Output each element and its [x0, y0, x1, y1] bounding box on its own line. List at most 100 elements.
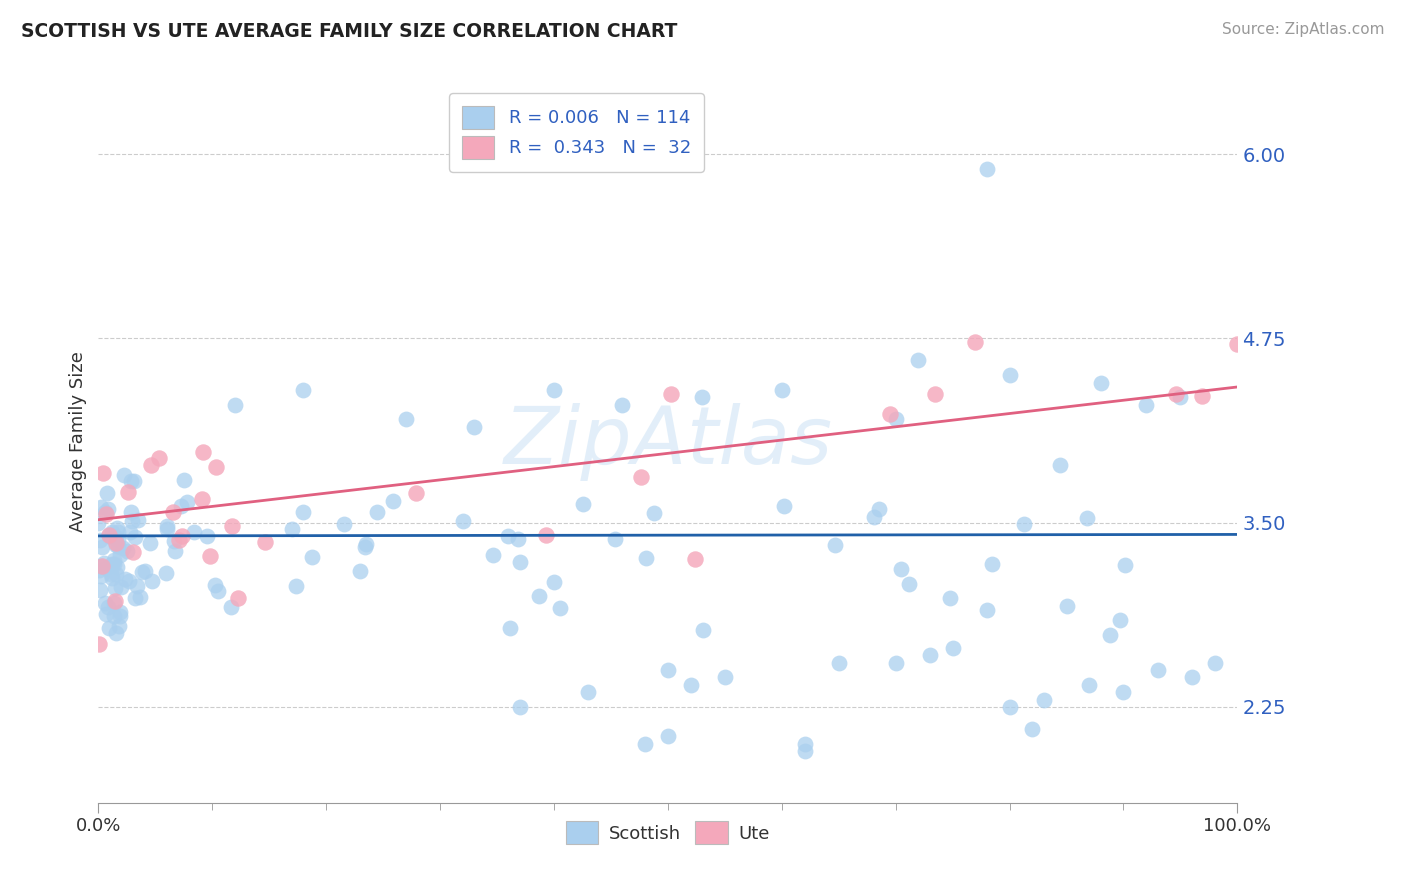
Point [207, 583, 229, 598]
Point [141, 574, 163, 588]
Point [1090, 376, 1112, 390]
Point [395, 412, 418, 426]
Point [100, 571, 122, 585]
Point [659, 386, 682, 401]
Point [509, 555, 531, 569]
Point [482, 549, 505, 563]
Point [1076, 511, 1098, 525]
Point [690, 390, 713, 404]
Point [1170, 390, 1192, 404]
Point [998, 368, 1021, 383]
Point [224, 398, 246, 412]
Point [527, 589, 550, 603]
Point [131, 565, 153, 579]
Point [104, 535, 127, 549]
Point [97, 600, 120, 615]
Point [169, 533, 191, 547]
Point [89, 637, 111, 651]
Point [87, 516, 110, 531]
Point [219, 599, 242, 614]
Point [1078, 678, 1101, 692]
Point [107, 524, 129, 539]
Point [793, 737, 815, 751]
Point [1181, 670, 1204, 684]
Point [548, 601, 571, 615]
Point [96, 486, 118, 500]
Point [91, 540, 114, 554]
Point [366, 505, 388, 519]
Point [94, 505, 117, 519]
Point [108, 619, 131, 633]
Y-axis label: Average Family Size: Average Family Size [69, 351, 87, 532]
Point [824, 538, 846, 552]
Point [679, 678, 702, 692]
Point [156, 518, 179, 533]
Point [612, 398, 634, 412]
Point [163, 544, 186, 558]
Point [536, 528, 558, 542]
Point [108, 609, 131, 624]
Point [354, 540, 377, 554]
Point [105, 530, 128, 544]
Point [90, 568, 112, 582]
Point [97, 528, 120, 542]
Point [100, 530, 122, 544]
Point [100, 566, 122, 581]
Point [120, 505, 142, 519]
Point [100, 524, 122, 539]
Point [498, 528, 520, 542]
Text: ZipAtlas: ZipAtlas [503, 402, 832, 481]
Point [508, 532, 530, 546]
Point [183, 525, 205, 540]
Point [634, 551, 657, 566]
Point [1056, 599, 1078, 613]
Point [90, 559, 112, 574]
Point [110, 605, 132, 619]
Point [333, 517, 356, 532]
Point [1146, 663, 1168, 677]
Point [121, 514, 143, 528]
Point [254, 535, 277, 549]
Point [205, 460, 228, 475]
Point [382, 494, 405, 508]
Point [349, 565, 371, 579]
Point [292, 383, 315, 397]
Point [104, 581, 127, 595]
Point [107, 539, 129, 553]
Point [828, 656, 851, 670]
Point [104, 625, 127, 640]
Point [301, 550, 323, 565]
Point [942, 640, 965, 655]
Point [499, 621, 522, 635]
Point [576, 685, 599, 699]
Point [156, 522, 179, 536]
Point [714, 670, 737, 684]
Point [451, 515, 474, 529]
Point [221, 519, 243, 533]
Point [94, 561, 117, 575]
Point [98, 621, 121, 635]
Point [907, 353, 929, 368]
Point [115, 544, 138, 558]
Point [90, 500, 112, 514]
Point [118, 524, 141, 539]
Point [117, 485, 139, 500]
Point [1021, 722, 1043, 736]
Point [97, 528, 120, 542]
Point [1032, 692, 1054, 706]
Point [121, 545, 143, 559]
Point [172, 529, 194, 543]
Point [104, 567, 127, 582]
Point [1204, 656, 1226, 670]
Point [976, 161, 998, 176]
Point [543, 575, 565, 590]
Point [1135, 398, 1157, 412]
Point [96, 507, 118, 521]
Point [884, 656, 907, 670]
Point [879, 407, 901, 421]
Point [103, 557, 125, 571]
Point [105, 521, 128, 535]
Point [292, 505, 315, 519]
Point [108, 548, 131, 562]
Point [204, 578, 226, 592]
